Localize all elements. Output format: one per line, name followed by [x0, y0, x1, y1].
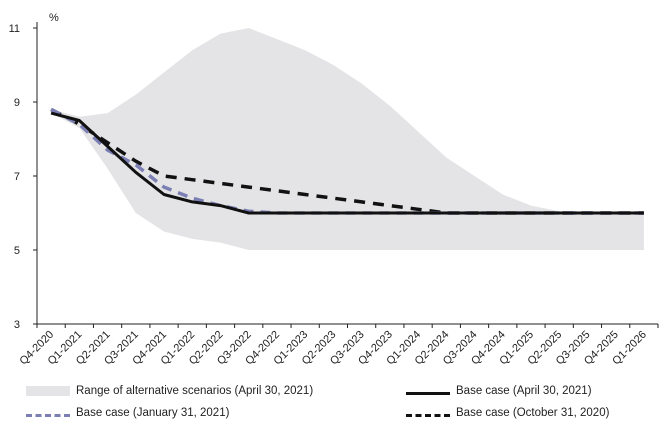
series-line-0	[50, 111, 644, 215]
scenario-range-band-layer	[51, 28, 644, 250]
y-unit-label: %	[49, 12, 59, 24]
x-tick-labels: Q4-2020Q1-2021Q2-2021Q3-2021Q4-2021Q1-20…	[17, 329, 649, 368]
y-tick-labels: 3 5 7 9 11	[9, 23, 20, 331]
series-layer	[50, 107, 644, 215]
scenario-range-band	[51, 28, 644, 250]
y-tick-label-4: 11	[9, 23, 20, 35]
y-tick-label-3: 9	[14, 97, 20, 109]
axis-layer	[33, 22, 659, 328]
y-tick-label-1: 5	[14, 245, 20, 257]
y-tick-label-0: 3	[14, 319, 20, 331]
y-tick-label-2: 7	[14, 171, 20, 183]
